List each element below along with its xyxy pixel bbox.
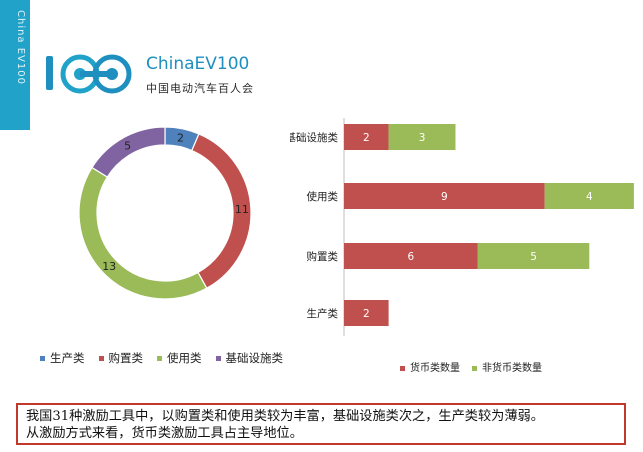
logo-brand-text: ChinaEV100 xyxy=(146,54,250,74)
bar-value-label-1-1: 4 xyxy=(586,191,593,203)
donut-slice-label-3: 5 xyxy=(124,140,131,153)
bar-value-label-0-0: 2 xyxy=(363,132,370,144)
bar-legend-item-1: 非货币类数量 xyxy=(472,359,542,374)
summary-note: 我国31种激励工具中，以购置类和使用类较为丰富，基础设施类次之，生产类较为薄弱。… xyxy=(16,403,626,445)
bar-segment-2-0 xyxy=(344,243,478,269)
logo-subtitle: 中国电动汽车百人会 xyxy=(146,82,254,95)
donut-legend: 生产类 购置类 使用类 基础设施类 xyxy=(40,350,297,366)
summary-line-2: 从激励方式来看，货币类激励工具占主导地位。 xyxy=(26,426,303,441)
donut-legend-label: 购置类 xyxy=(108,351,144,365)
bar-segment-0-0 xyxy=(344,124,389,150)
legend-marker-icon xyxy=(98,356,104,361)
bar-segment-2-1 xyxy=(477,243,590,269)
legend-marker-icon xyxy=(472,365,477,371)
donut-legend-label: 生产类 xyxy=(50,351,85,365)
bar-value-label-1-0: 9 xyxy=(441,191,448,203)
bar-legend-label: 货币类数量 xyxy=(410,363,460,374)
bar-legend: 货币类数量 非货币类数量 xyxy=(400,359,554,374)
donut-legend-label: 使用类 xyxy=(167,351,202,365)
donut-legend-item-3: 基础设施类 xyxy=(215,350,284,366)
bar-value-label-2-0: 6 xyxy=(408,251,415,263)
bar-segment-3-0 xyxy=(344,300,389,326)
donut-slice-2 xyxy=(78,166,208,300)
side-banner-text: China EV100 xyxy=(15,10,26,85)
donut-legend-item-1: 购置类 xyxy=(98,350,144,366)
summary-line-1: 我国31种激励工具中，以购置类和使用类较为丰富，基础设施类次之，生产类较为薄弱。 xyxy=(26,409,544,424)
bar-value-label-2-1: 5 xyxy=(530,251,537,263)
bar-segment-1-0 xyxy=(344,183,545,209)
donut-slice-label-0: 2 xyxy=(177,132,184,145)
donut-slice-label-2: 13 xyxy=(102,260,116,273)
bar-category-label-3: 生产类 xyxy=(307,307,339,320)
bar-value-label-3-0: 2 xyxy=(363,308,370,320)
donut-legend-item-2: 使用类 xyxy=(157,350,202,366)
bar-segment-1-1 xyxy=(544,183,634,209)
legend-marker-icon xyxy=(157,356,162,361)
donut-legend-item-0: 生产类 xyxy=(40,350,85,366)
stacked-bar-chart: 基础设施类 2 3 使用类 9 4 购置类 6 5 生产类 2 xyxy=(290,118,634,336)
bar-category-label-1: 使用类 xyxy=(307,190,339,203)
logo-mark-icon xyxy=(46,54,132,94)
logo: ChinaEV100 中国电动汽车百人会 xyxy=(40,44,260,104)
side-banner: China EV100 xyxy=(0,0,30,130)
bar-value-label-0-1: 3 xyxy=(419,132,426,144)
legend-marker-icon xyxy=(215,356,221,361)
donut-slice-label-1: 11 xyxy=(235,203,249,216)
bar-category-label-2: 购置类 xyxy=(307,250,339,263)
bar-category-label-0: 基础设施类 xyxy=(290,131,338,144)
bar-legend-label: 非货币类数量 xyxy=(482,363,542,374)
bar-legend-item-0: 货币类数量 xyxy=(400,359,460,374)
donut-chart: 2 11 13 5 xyxy=(78,126,252,300)
legend-marker-icon xyxy=(40,356,45,361)
donut-legend-label: 基础设施类 xyxy=(225,351,284,365)
donut-slice-3 xyxy=(91,126,166,178)
legend-marker-icon xyxy=(400,365,405,371)
bar-segment-0-1 xyxy=(388,124,456,150)
